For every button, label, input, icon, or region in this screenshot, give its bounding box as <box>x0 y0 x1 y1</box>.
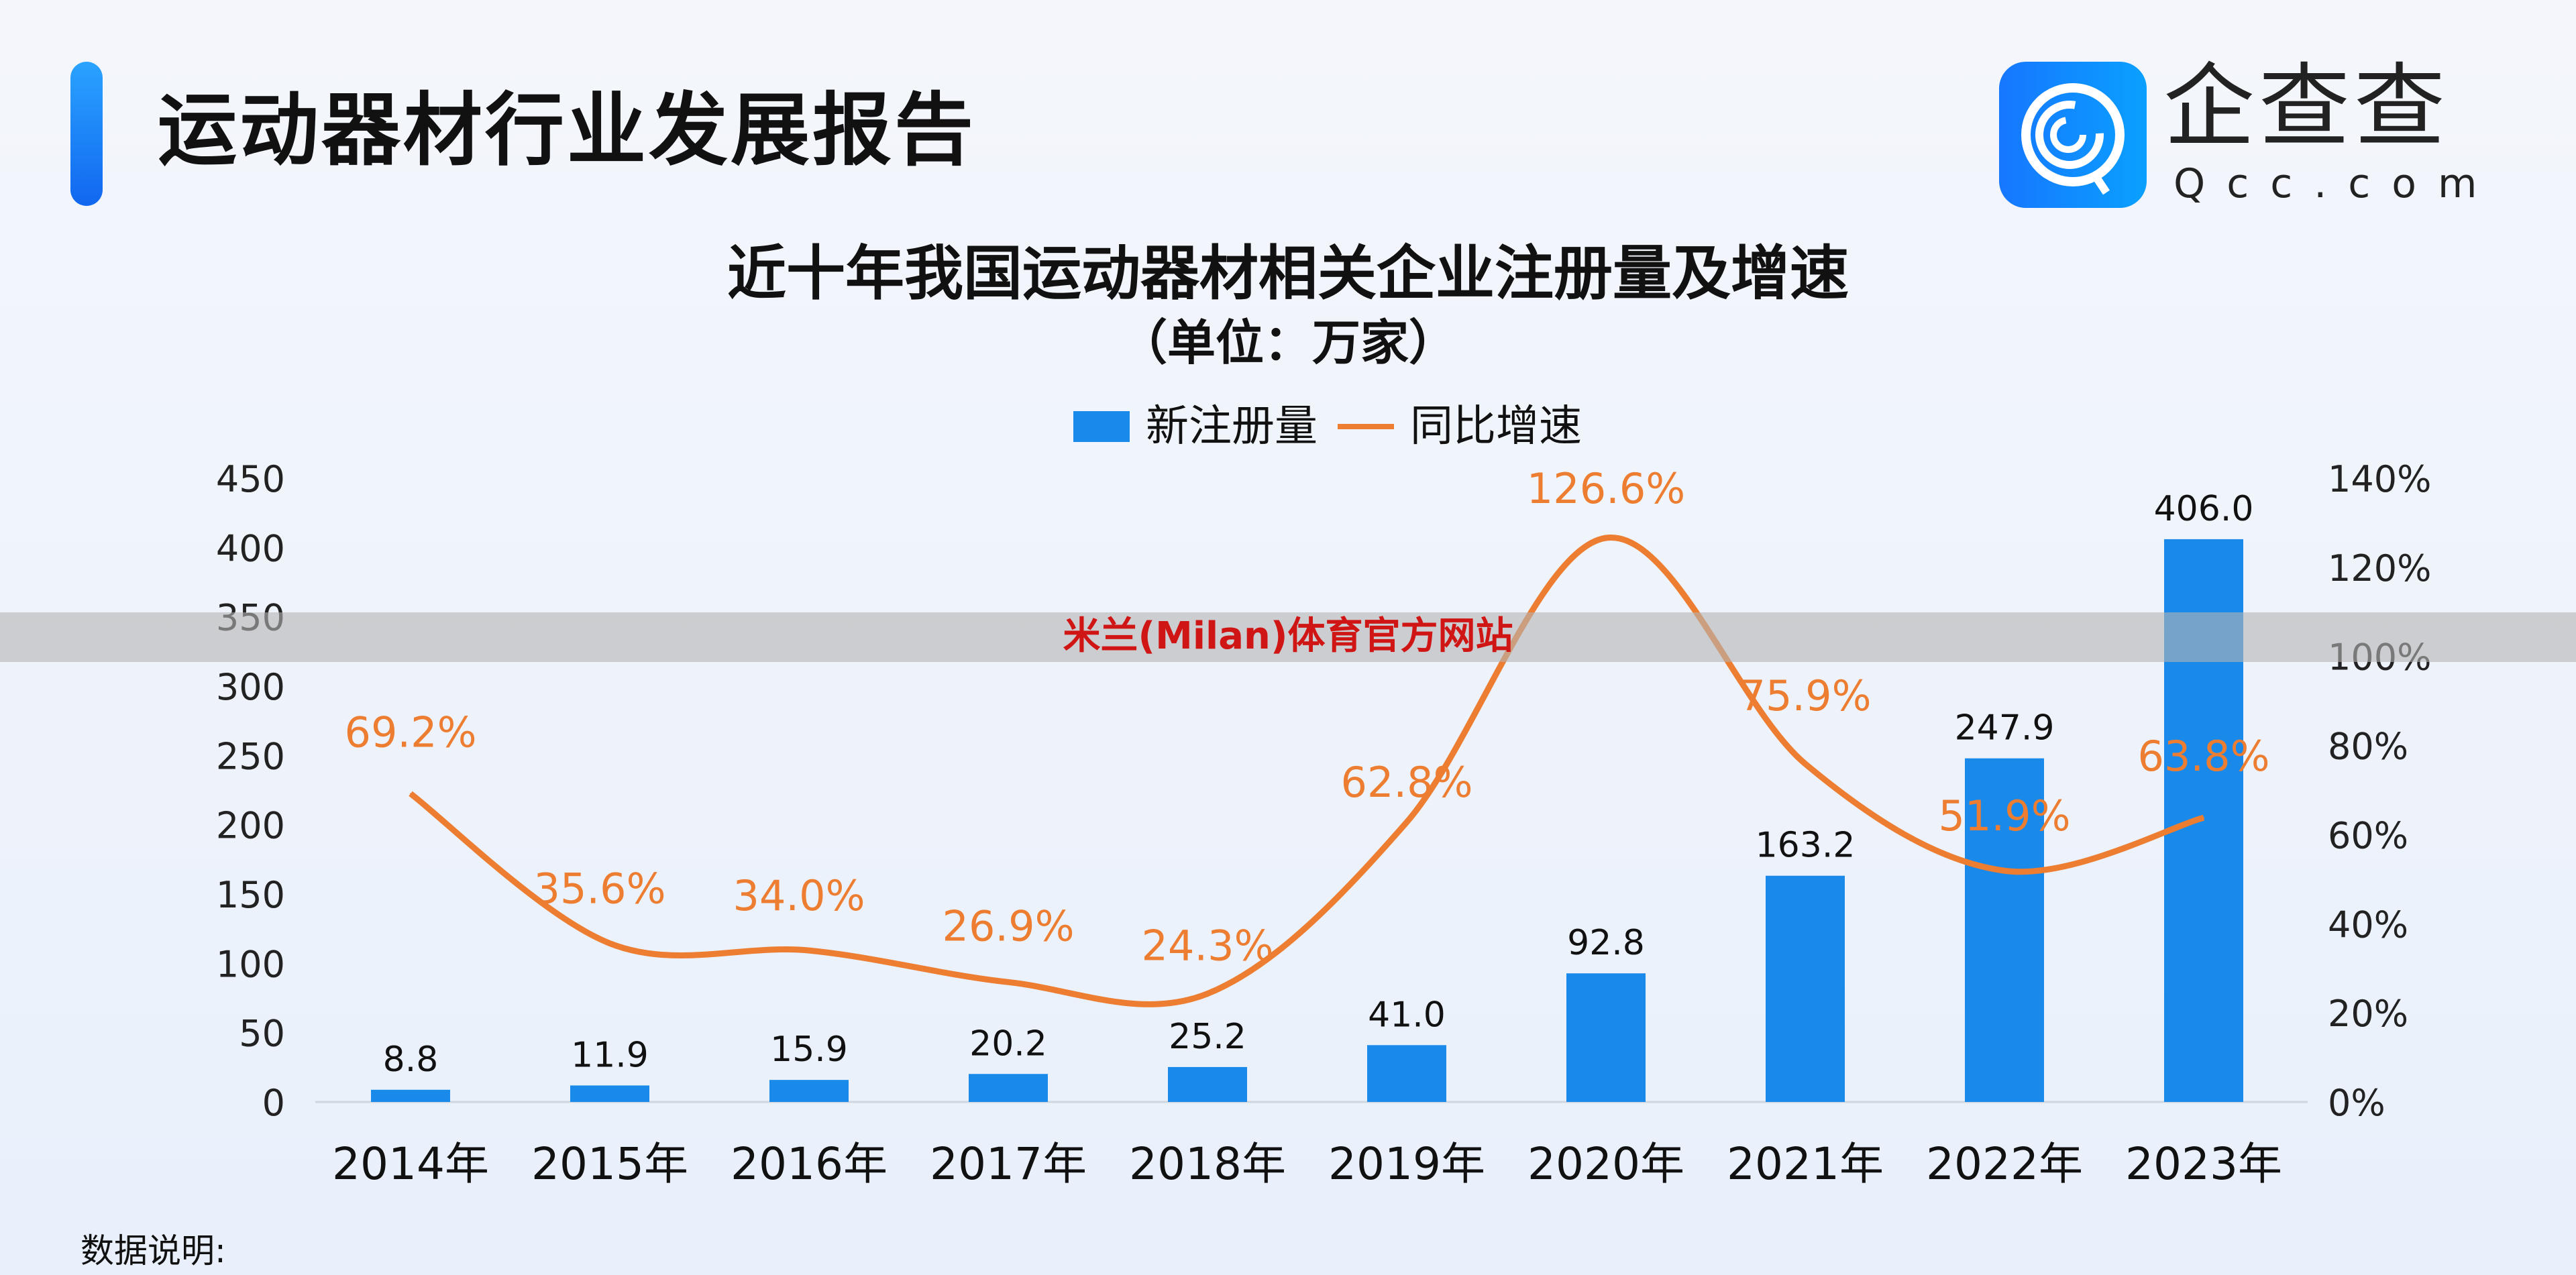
growth-rate-line <box>409 535 2205 1007</box>
y-left-tick-label: 400 <box>216 527 285 569</box>
y-right-tick-label: 80% <box>2328 726 2408 768</box>
line-point <box>1406 821 1407 823</box>
page-title: 运动器材行业发展报告 <box>158 84 977 176</box>
line-data-label: 75.9% <box>1739 671 1872 720</box>
title-accent-bar <box>70 62 103 206</box>
line-point <box>410 793 411 795</box>
line-point <box>1805 763 1806 765</box>
bar-data-label: 11.9 <box>571 1035 649 1075</box>
y-right-tick-label: 60% <box>2328 814 2408 856</box>
y-left-tick-label: 450 <box>216 458 285 500</box>
line-data-label: 24.3% <box>1142 922 1274 971</box>
bar <box>1766 875 1845 1102</box>
y-right-tick-label: 120% <box>2328 547 2431 590</box>
y-left-tick-label: 300 <box>216 666 285 708</box>
x-tick-label: 2021年 <box>1727 1138 1884 1190</box>
legend-bar-label: 新注册量 <box>1146 401 1318 451</box>
x-tick-label: 2019年 <box>1328 1138 1485 1190</box>
bar-data-label: 247.9 <box>1955 708 2055 749</box>
y-left-tick-label: 250 <box>216 735 285 777</box>
chart-title: 近十年我国运动器材相关企业注册量及增速 <box>727 239 1849 308</box>
line-point <box>1008 981 1009 983</box>
y-left-tick-label: 0 <box>262 1082 285 1124</box>
data-note: 数据说明: <box>80 1231 226 1270</box>
bar-data-label: 92.8 <box>1567 923 1645 963</box>
line-point <box>2004 870 2005 872</box>
x-tick-label: 2022年 <box>1926 1138 2083 1190</box>
y-left-tick-label: 200 <box>216 805 285 847</box>
watermark-band <box>0 612 2576 662</box>
qcc-logo-icon <box>1999 62 2147 208</box>
y-left-tick-label: 150 <box>216 874 285 916</box>
bar <box>1566 973 1646 1102</box>
line-data-label: 62.8% <box>1341 758 1473 807</box>
x-tick-label: 2015年 <box>531 1138 688 1190</box>
bar-data-label: 20.2 <box>969 1023 1047 1064</box>
bar <box>969 1074 1048 1102</box>
legend: 新注册量 同比增速 <box>1073 402 1582 451</box>
bar <box>570 1085 649 1102</box>
x-tick-label: 2016年 <box>731 1138 888 1190</box>
line-data-label: 26.9% <box>943 901 1075 950</box>
bar <box>1168 1066 1247 1102</box>
bar-data-label: 41.0 <box>1368 995 1446 1035</box>
line-data-label: 34.0% <box>733 871 865 920</box>
bar <box>1367 1045 1446 1102</box>
y-right-tick-label: 140% <box>2328 458 2431 500</box>
bar-data-label: 15.9 <box>770 1030 848 1070</box>
chart-subtitle: （单位：万家） <box>1118 315 1457 371</box>
legend-bar-swatch <box>1073 411 1130 442</box>
bar-data-label: 163.2 <box>1756 826 1856 866</box>
legend-line-swatch <box>1338 424 1394 429</box>
logo-text-cn: 企查查 <box>2163 54 2449 160</box>
y-right-tick-label: 40% <box>2328 903 2408 946</box>
bar <box>371 1089 450 1102</box>
y-left-tick-label: 50 <box>239 1013 285 1055</box>
line-data-label: 63.8% <box>2138 732 2270 781</box>
bar-data-label: 25.2 <box>1169 1017 1246 1057</box>
line-point <box>609 942 610 944</box>
y-left-tick-label: 100 <box>216 943 285 985</box>
bar-data-label: 8.8 <box>383 1040 439 1080</box>
bar-data-label: 406.0 <box>2154 489 2254 529</box>
x-tick-label: 2018年 <box>1129 1138 1286 1190</box>
y-right-tick-label: 20% <box>2328 993 2408 1035</box>
line-point <box>1207 993 1208 995</box>
legend-line-label: 同比增速 <box>1410 401 1582 451</box>
x-tick-label: 2017年 <box>930 1138 1087 1190</box>
x-tick-label: 2020年 <box>1527 1138 1684 1190</box>
x-tick-label: 2023年 <box>2125 1138 2282 1190</box>
line-data-label: 35.6% <box>534 865 666 913</box>
line-point <box>2203 817 2204 819</box>
watermark-text: 米兰(Milan)体育官方网站 <box>1063 614 1513 658</box>
line-data-label: 126.6% <box>1527 464 1685 513</box>
y-right-tick-label: 0% <box>2328 1082 2385 1124</box>
x-tick-label: 2014年 <box>332 1138 489 1190</box>
logo-text-en: Qcc.com <box>2174 160 2499 207</box>
line-point <box>808 950 810 952</box>
bar <box>1965 758 2044 1102</box>
line-data-label: 51.9% <box>1939 791 2071 840</box>
bar <box>769 1080 849 1102</box>
line-point <box>1605 537 1607 539</box>
line-data-label: 69.2% <box>345 708 477 757</box>
